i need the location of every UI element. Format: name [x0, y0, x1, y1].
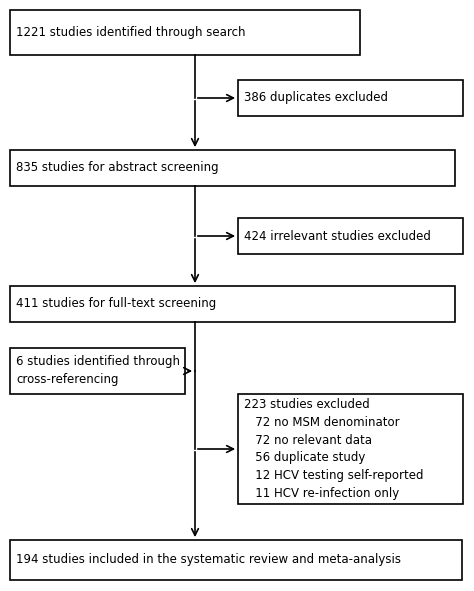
Text: 1221 studies identified through search: 1221 studies identified through search — [16, 26, 246, 39]
Text: 424 irrelevant studies excluded: 424 irrelevant studies excluded — [244, 229, 431, 242]
Text: 835 studies for abstract screening: 835 studies for abstract screening — [16, 161, 219, 174]
Text: 194 studies included in the systematic review and meta-analysis: 194 studies included in the systematic r… — [16, 554, 401, 567]
Bar — [10, 540, 462, 580]
Bar — [10, 10, 360, 55]
Bar — [10, 286, 455, 322]
Bar — [10, 348, 185, 394]
Text: 411 studies for full-text screening: 411 studies for full-text screening — [16, 297, 216, 310]
Bar — [238, 218, 463, 254]
Text: 223 studies excluded
   72 no MSM denominator
   72 no relevant data
   56 dupli: 223 studies excluded 72 no MSM denominat… — [244, 398, 423, 501]
Bar — [238, 394, 463, 504]
Text: 386 duplicates excluded: 386 duplicates excluded — [244, 92, 388, 105]
Bar — [238, 80, 463, 116]
Text: 6 studies identified through
cross-referencing: 6 studies identified through cross-refer… — [16, 356, 180, 387]
Bar — [10, 150, 455, 186]
